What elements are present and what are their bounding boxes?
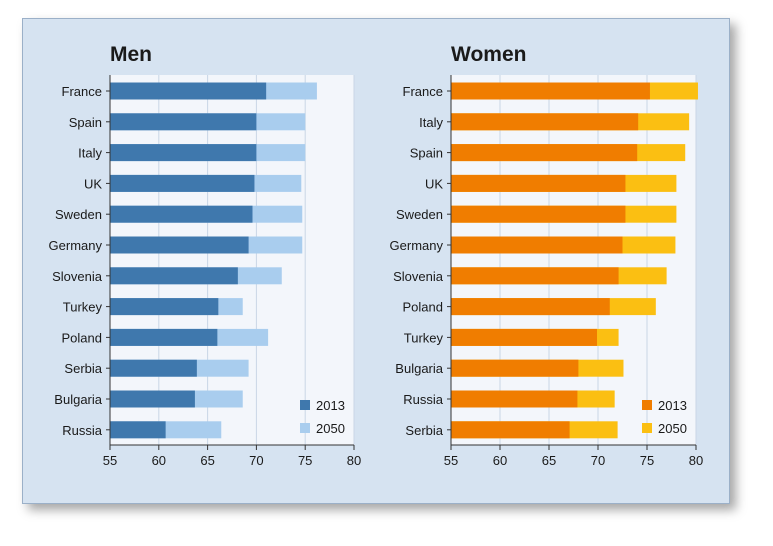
men-bar-2013 <box>110 359 197 377</box>
women-x-tick-label: 60 <box>493 453 507 468</box>
women-bar-2013 <box>451 421 570 439</box>
women-bars <box>451 82 698 439</box>
women-gridlines <box>499 75 697 445</box>
women-category-label: UK <box>425 176 443 191</box>
men-bar-2013 <box>110 390 195 408</box>
men-bar-2013 <box>110 113 257 131</box>
men-legend-swatch-2013 <box>300 400 310 410</box>
women-legend-label-2050: 2050 <box>658 421 687 436</box>
women-bar-2013 <box>451 390 578 408</box>
women-category-labels: France Italy Spain UK Sweden Germany Slovenia P… <box>390 84 451 438</box>
men-category-label: Serbia <box>64 361 102 376</box>
women-legend-label-2013: 2013 <box>658 398 687 413</box>
women-category-label: Serbia <box>405 423 443 438</box>
men-chart-title: Men <box>110 43 152 66</box>
men-category-labels: France Spain Italy UK Sweden Germany Slovenia T… <box>49 84 110 438</box>
men-bar-2013 <box>110 236 249 254</box>
women-bar-2013 <box>451 328 598 346</box>
women-category-label: Turkey <box>404 330 444 345</box>
men-bar-2013 <box>110 205 253 223</box>
women-legend: 2013 2050 <box>642 398 687 436</box>
men-bars <box>110 82 317 439</box>
women-bar-2013 <box>451 82 650 100</box>
women-category-label: Bulgaria <box>395 361 443 376</box>
women-legend-swatch-2013 <box>642 400 652 410</box>
men-x-tick-label: 60 <box>152 453 166 468</box>
women-x-axis: 55 60 65 70 75 80 <box>444 75 703 468</box>
women-bar-2013 <box>451 359 579 377</box>
men-plot-area <box>110 75 354 445</box>
women-category-label: Poland <box>403 300 443 315</box>
men-x-tick-label: 70 <box>249 453 263 468</box>
men-category-label: Sweden <box>55 207 102 222</box>
women-category-label: Slovenia <box>393 269 444 284</box>
men-gridlines <box>158 75 355 445</box>
men-x-tick-label: 80 <box>347 453 361 468</box>
women-x-tick-label: 65 <box>542 453 556 468</box>
men-bar-2013 <box>110 267 238 285</box>
men-x-tick-label: 55 <box>103 453 117 468</box>
women-chart-title: Women <box>451 43 526 66</box>
men-category-label: Germany <box>49 238 103 253</box>
men-category-label: Poland <box>62 330 102 345</box>
men-bar-2013 <box>110 174 255 192</box>
women-category-label: Germany <box>390 238 444 253</box>
women-category-label: Russia <box>403 392 444 407</box>
women-bar-2013 <box>451 113 639 131</box>
men-x-axis: 55 60 65 70 75 80 <box>103 75 361 468</box>
men-legend-label-2050: 2050 <box>316 421 345 436</box>
men-legend: 2013 2050 <box>300 398 345 436</box>
women-category-label: Sweden <box>396 207 443 222</box>
women-category-label: Italy <box>419 115 443 130</box>
men-category-label: Turkey <box>63 300 103 315</box>
men-legend-label-2013: 2013 <box>316 398 345 413</box>
women-bar-2013 <box>451 205 626 223</box>
men-category-label: Spain <box>69 115 102 130</box>
men-category-label: Russia <box>62 423 103 438</box>
men-bar-2013 <box>110 328 218 346</box>
men-category-label: Italy <box>78 146 102 161</box>
men-bar-2013 <box>110 298 219 316</box>
men-bar-2013 <box>110 82 267 100</box>
women-bar-2013 <box>451 298 610 316</box>
women-legend-swatch-2050 <box>642 423 652 433</box>
men-bar-2013 <box>110 421 166 439</box>
men-legend-swatch-2050 <box>300 423 310 433</box>
women-bar-2013 <box>451 236 623 254</box>
women-x-tick-label: 80 <box>689 453 703 468</box>
men-category-label: Bulgaria <box>54 392 102 407</box>
men-category-label: UK <box>84 176 102 191</box>
men-x-tick-label: 65 <box>200 453 214 468</box>
women-x-tick-label: 75 <box>640 453 654 468</box>
men-x-tick-label: 75 <box>298 453 312 468</box>
men-category-label: France <box>62 84 102 99</box>
women-chart: Women France Italy Spain UK Sweden Germany Slo… <box>390 43 704 468</box>
men-chart: Men France Spain Italy UK Sweden Germany Slove… <box>49 43 362 468</box>
women-category-label: France <box>403 84 443 99</box>
women-plot-area <box>451 75 696 445</box>
women-x-tick-label: 55 <box>444 453 458 468</box>
women-category-label: Spain <box>410 146 443 161</box>
women-x-tick-label: 70 <box>591 453 605 468</box>
women-bar-2013 <box>451 144 638 162</box>
men-category-label: Slovenia <box>52 269 103 284</box>
men-bar-2013 <box>110 144 257 162</box>
women-bar-2013 <box>451 267 619 285</box>
women-bar-2013 <box>451 174 626 192</box>
